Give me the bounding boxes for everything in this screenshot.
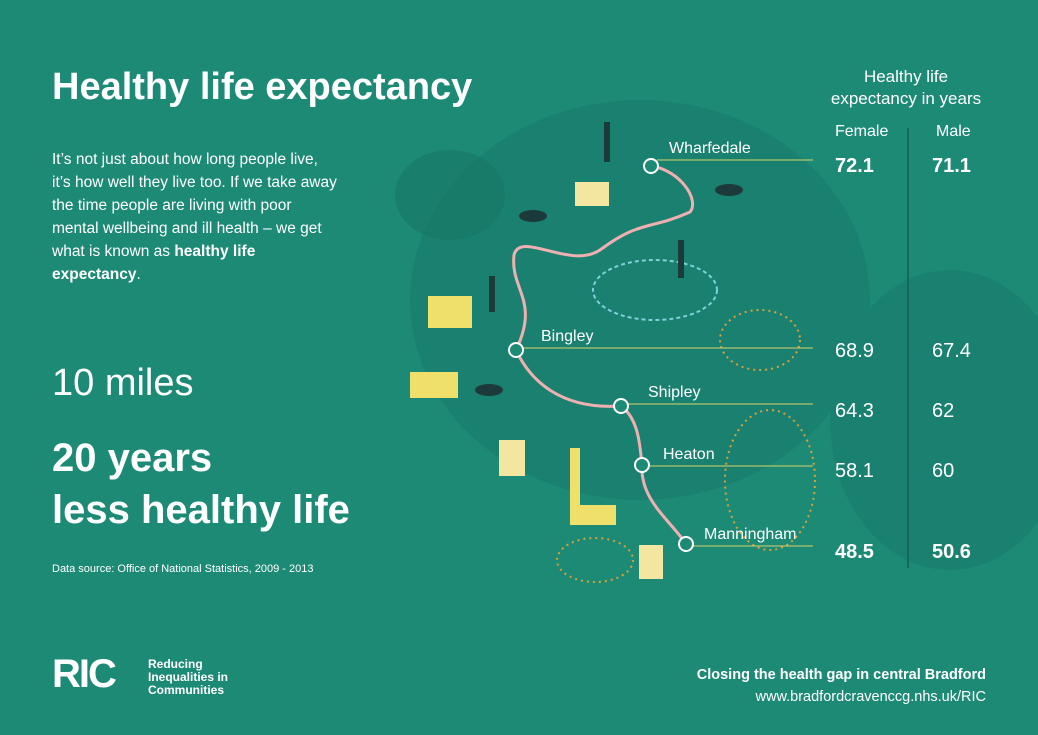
logo-line: Communities	[148, 683, 225, 697]
male-value: 60	[932, 460, 954, 482]
male-value: 71.1	[932, 155, 971, 177]
source: Data source: Office of National Statisti…	[52, 563, 314, 575]
stat-gap: 20 years less healthy life	[52, 432, 350, 536]
stat-gap-line: 20 years	[52, 436, 213, 480]
logo-line: Inequalities in	[148, 670, 229, 684]
intro-text: It’s not just about how long people live…	[52, 151, 337, 260]
female-value: 58.1	[835, 460, 874, 482]
heading-line: expectancy in years	[830, 89, 982, 108]
stat-distance: 10 miles	[52, 362, 194, 404]
intro: It’s not just about how long people live…	[52, 148, 337, 286]
table-heading: Healthy life expectancy in years	[790, 66, 1022, 110]
place-label: Manningham	[704, 526, 797, 543]
female-value: 68.9	[835, 340, 874, 362]
intro-bold: healthy life expectancy	[52, 243, 256, 283]
male-value: 50.6	[932, 541, 971, 563]
place-label: Wharfedale	[669, 140, 751, 157]
male-value: 62	[932, 400, 954, 422]
column-header: Male	[936, 123, 971, 140]
map-decoration	[395, 100, 1038, 583]
logo-name: Reducing Inequalities in Communities	[148, 658, 228, 697]
place-label: Shipley	[648, 384, 700, 401]
logo-line: Reducing	[148, 657, 203, 671]
tagline: Closing the health gap in central Bradfo…	[696, 667, 986, 683]
female-value: 72.1	[835, 155, 874, 177]
url: www.bradfordcravenccg.nhs.uk/RIC	[755, 689, 987, 705]
female-value: 64.3	[835, 400, 874, 422]
place-dot	[643, 158, 659, 174]
intro-end: .	[136, 266, 141, 283]
footer: Closing the health gap in central Bradfo…	[697, 664, 986, 708]
logo-mark: RIC	[52, 652, 117, 696]
place-dot	[613, 398, 629, 414]
column-header: Female	[835, 123, 889, 140]
stat-gap-line: less healthy life	[52, 488, 350, 532]
place-label: Bingley	[541, 328, 593, 345]
title: Healthy life expectancy	[52, 66, 473, 108]
place-dot	[678, 536, 694, 552]
male-value: 67.4	[932, 340, 971, 362]
female-value: 48.5	[835, 541, 874, 563]
place-dot	[634, 457, 650, 473]
place-label: Heaton	[663, 446, 715, 463]
place-dot	[508, 342, 524, 358]
heading-line: Healthy life	[863, 67, 949, 86]
